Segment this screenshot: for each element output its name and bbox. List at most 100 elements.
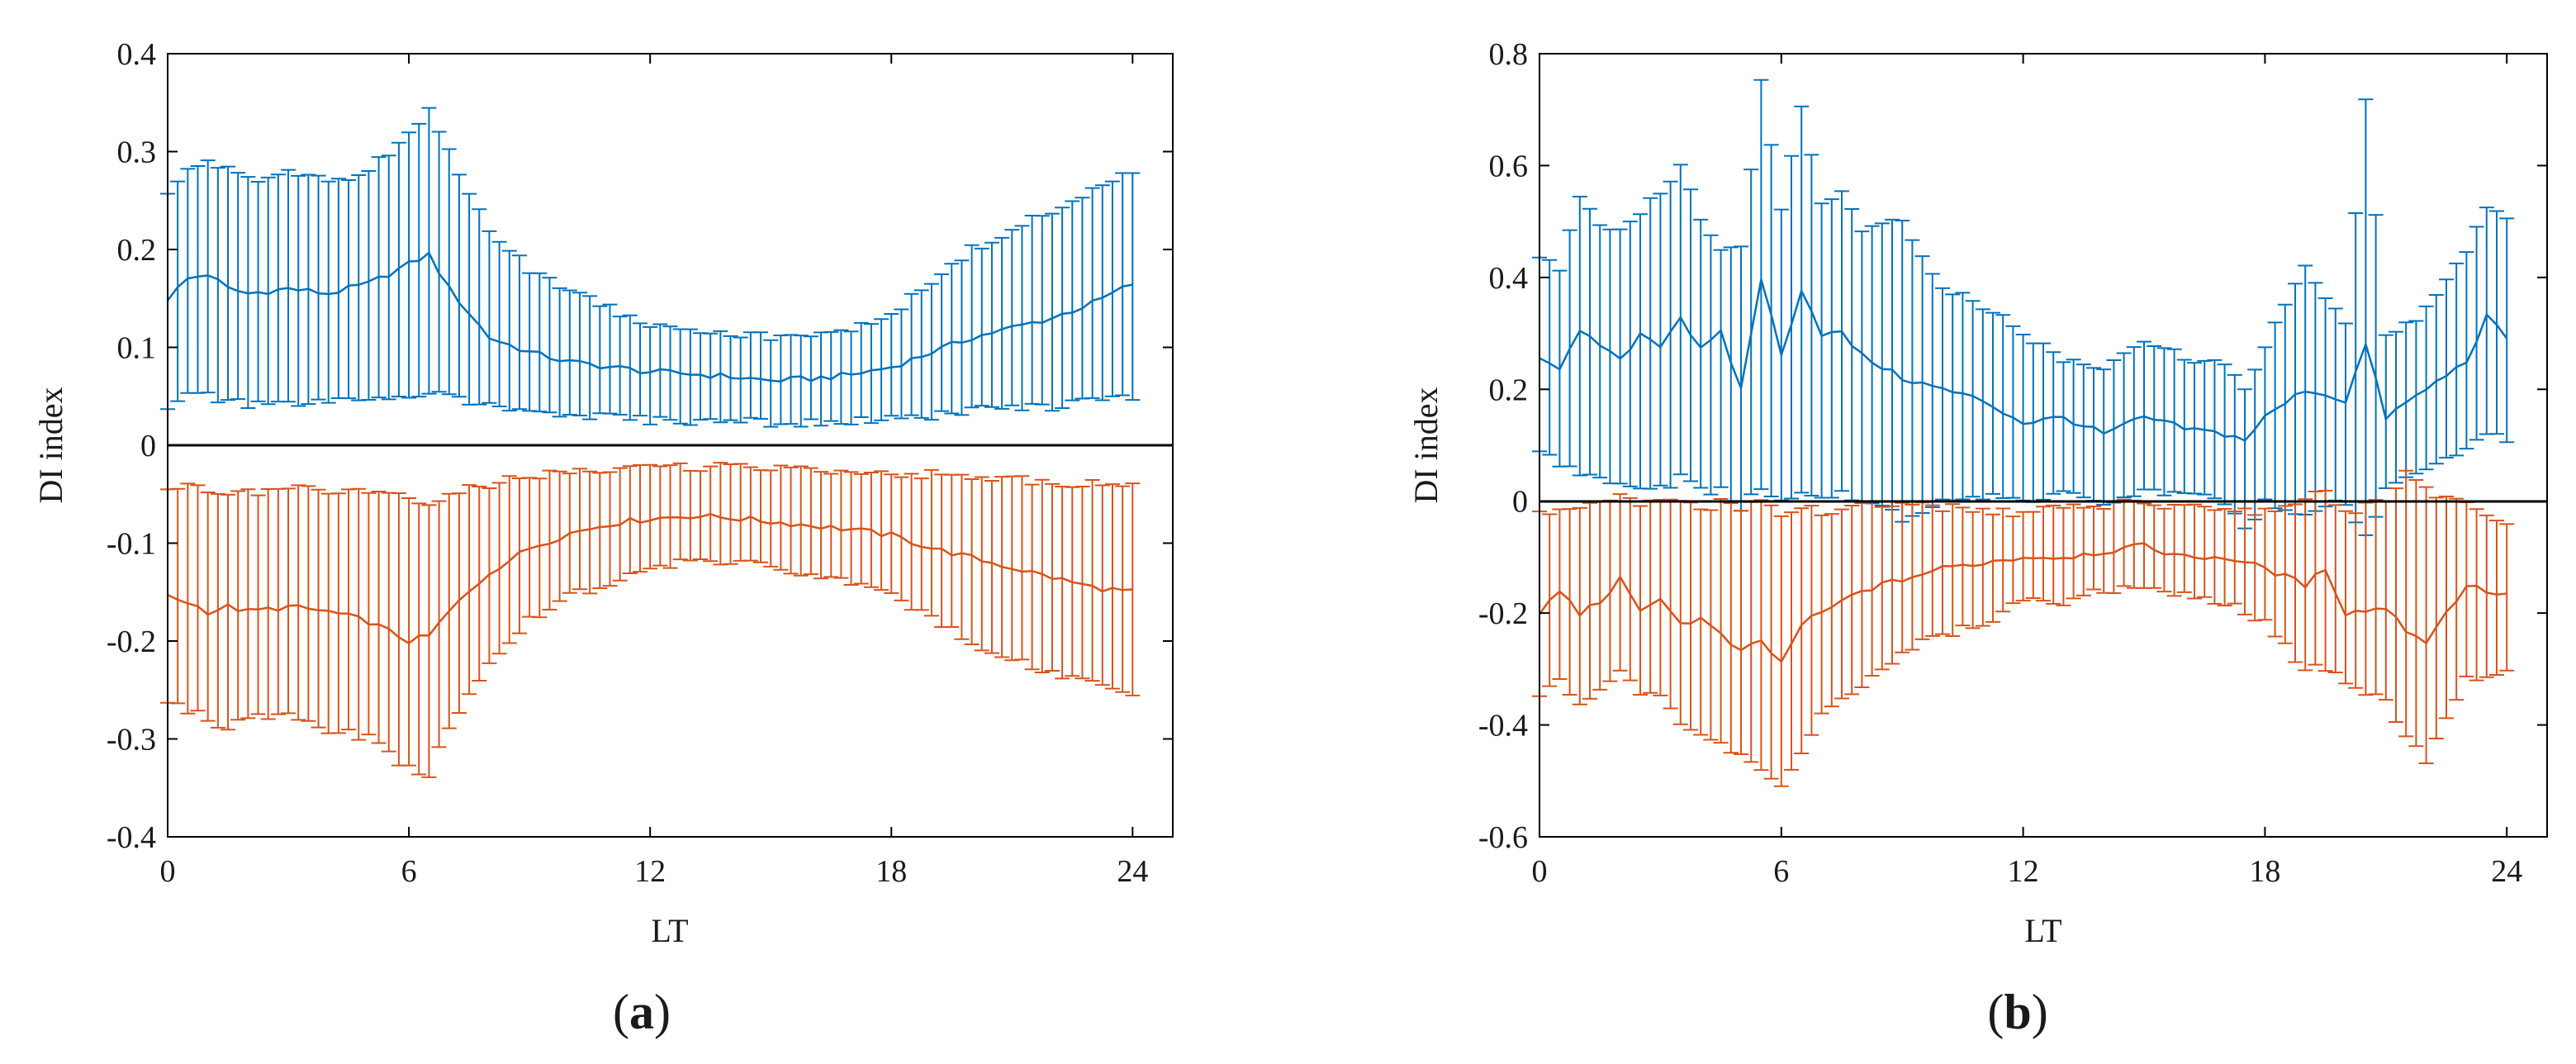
error-bar — [1065, 200, 1080, 401]
error-bar — [703, 332, 719, 420]
panel-label-b-letter: b — [2004, 985, 2031, 1039]
error-bar — [421, 107, 437, 395]
error-bar — [2348, 512, 2364, 689]
error-bar — [451, 173, 467, 398]
error-bar — [1084, 478, 1100, 682]
error-bar — [934, 473, 950, 629]
error-bar — [803, 335, 818, 420]
x-tick-label: 18 — [2249, 854, 2280, 889]
error-bar — [2338, 510, 2353, 685]
error-bar — [713, 462, 728, 566]
error-bar — [2096, 368, 2112, 506]
error-bar — [1683, 501, 1698, 731]
error-bar — [1874, 222, 1890, 506]
error-bar — [341, 178, 357, 400]
error-bar — [1935, 510, 1950, 635]
panel-label-b: (b) — [1987, 985, 2047, 1039]
error-bar — [230, 490, 246, 721]
error-bar — [1044, 482, 1060, 672]
error-bar — [1125, 172, 1141, 401]
error-bar — [913, 477, 929, 611]
error-bar — [2247, 368, 2263, 520]
error-bar — [713, 330, 728, 424]
error-bar — [2308, 282, 2323, 512]
error-bar — [1612, 228, 1628, 485]
error-bar — [652, 465, 668, 567]
error-bar — [2036, 342, 2051, 501]
error-bar — [1914, 501, 1930, 640]
error-bar — [954, 259, 970, 416]
error-bar — [2046, 504, 2061, 605]
error-bar — [1723, 502, 1739, 754]
error-bar — [1094, 184, 1110, 401]
error-bar — [391, 141, 406, 398]
error-bar — [2459, 501, 2474, 677]
error-bar — [1854, 501, 1870, 689]
error-bar — [2368, 214, 2384, 518]
error-bar — [411, 502, 427, 776]
error-bar — [1814, 202, 1829, 499]
error-bar — [462, 484, 477, 696]
error-bar — [542, 277, 557, 414]
error-bar — [1024, 215, 1040, 405]
error-bar — [874, 470, 890, 591]
error-bar — [974, 476, 989, 652]
error-bar — [2368, 499, 2384, 696]
error-bar — [2469, 226, 2484, 441]
error-bar — [1602, 499, 1618, 682]
chart-panel-a: -0.4 -0.3 -0.2 -0.1 0 0.1 0.2 0.3 0.4 0 6 12 18 24 LT… — [32, 37, 1174, 1039]
error-bar — [472, 208, 487, 406]
error-bar — [1895, 501, 1910, 653]
error-bar — [984, 241, 999, 408]
y-tick-label: -0.4 — [1478, 709, 1528, 743]
error-bar — [803, 467, 818, 576]
error-bar — [602, 303, 618, 415]
error-bar — [2076, 506, 2091, 596]
y-tick-label: -0.1 — [107, 527, 156, 562]
error-bar — [221, 493, 236, 731]
error-bar — [572, 468, 587, 591]
x-tick-label: 0 — [1532, 854, 1548, 889]
error-bar — [1885, 218, 1900, 511]
error-bar — [552, 287, 567, 418]
error-bar — [2086, 506, 2101, 591]
error-bar — [2338, 322, 2353, 506]
error-bar — [672, 328, 688, 425]
error-bar — [260, 176, 276, 406]
error-bar — [1633, 213, 1648, 490]
chart-a-ylabel: DI index — [32, 387, 69, 503]
error-bar — [1653, 499, 1668, 696]
error-bar — [522, 272, 538, 412]
error-bar — [1622, 221, 1638, 487]
error-bar — [1824, 198, 1839, 499]
error-bar — [693, 470, 709, 561]
error-bar — [2439, 496, 2454, 720]
error-bar — [421, 504, 437, 778]
error-bar — [491, 240, 507, 408]
error-bar — [672, 462, 688, 561]
chart-a-ticks: -0.4 -0.3 -0.2 -0.1 0 0.1 0.2 0.3 0.4 0 6 12 18 24 — [107, 37, 1173, 889]
error-bar — [552, 470, 567, 602]
error-bar — [401, 131, 417, 399]
error-bar — [1672, 500, 1688, 725]
error-bar — [793, 335, 809, 428]
error-bar — [2327, 307, 2343, 501]
error-bar — [1713, 498, 1729, 744]
error-bar — [1693, 218, 1709, 489]
error-bar — [1663, 180, 1678, 489]
error-bar — [2257, 507, 2273, 621]
error-bar — [1985, 311, 2000, 495]
error-bar — [281, 487, 297, 715]
error-bar — [843, 330, 859, 425]
error-bar — [793, 465, 809, 577]
error-bar — [964, 244, 980, 409]
error-bar — [954, 473, 970, 640]
panel-label-a-close: ) — [654, 985, 671, 1039]
error-bar — [1945, 503, 1961, 637]
error-bar — [250, 494, 266, 715]
error-bar — [482, 230, 497, 404]
error-bar — [884, 473, 899, 594]
error-bar — [1612, 493, 1628, 672]
chart-b-marks — [1532, 78, 2515, 787]
error-bar — [923, 468, 939, 617]
